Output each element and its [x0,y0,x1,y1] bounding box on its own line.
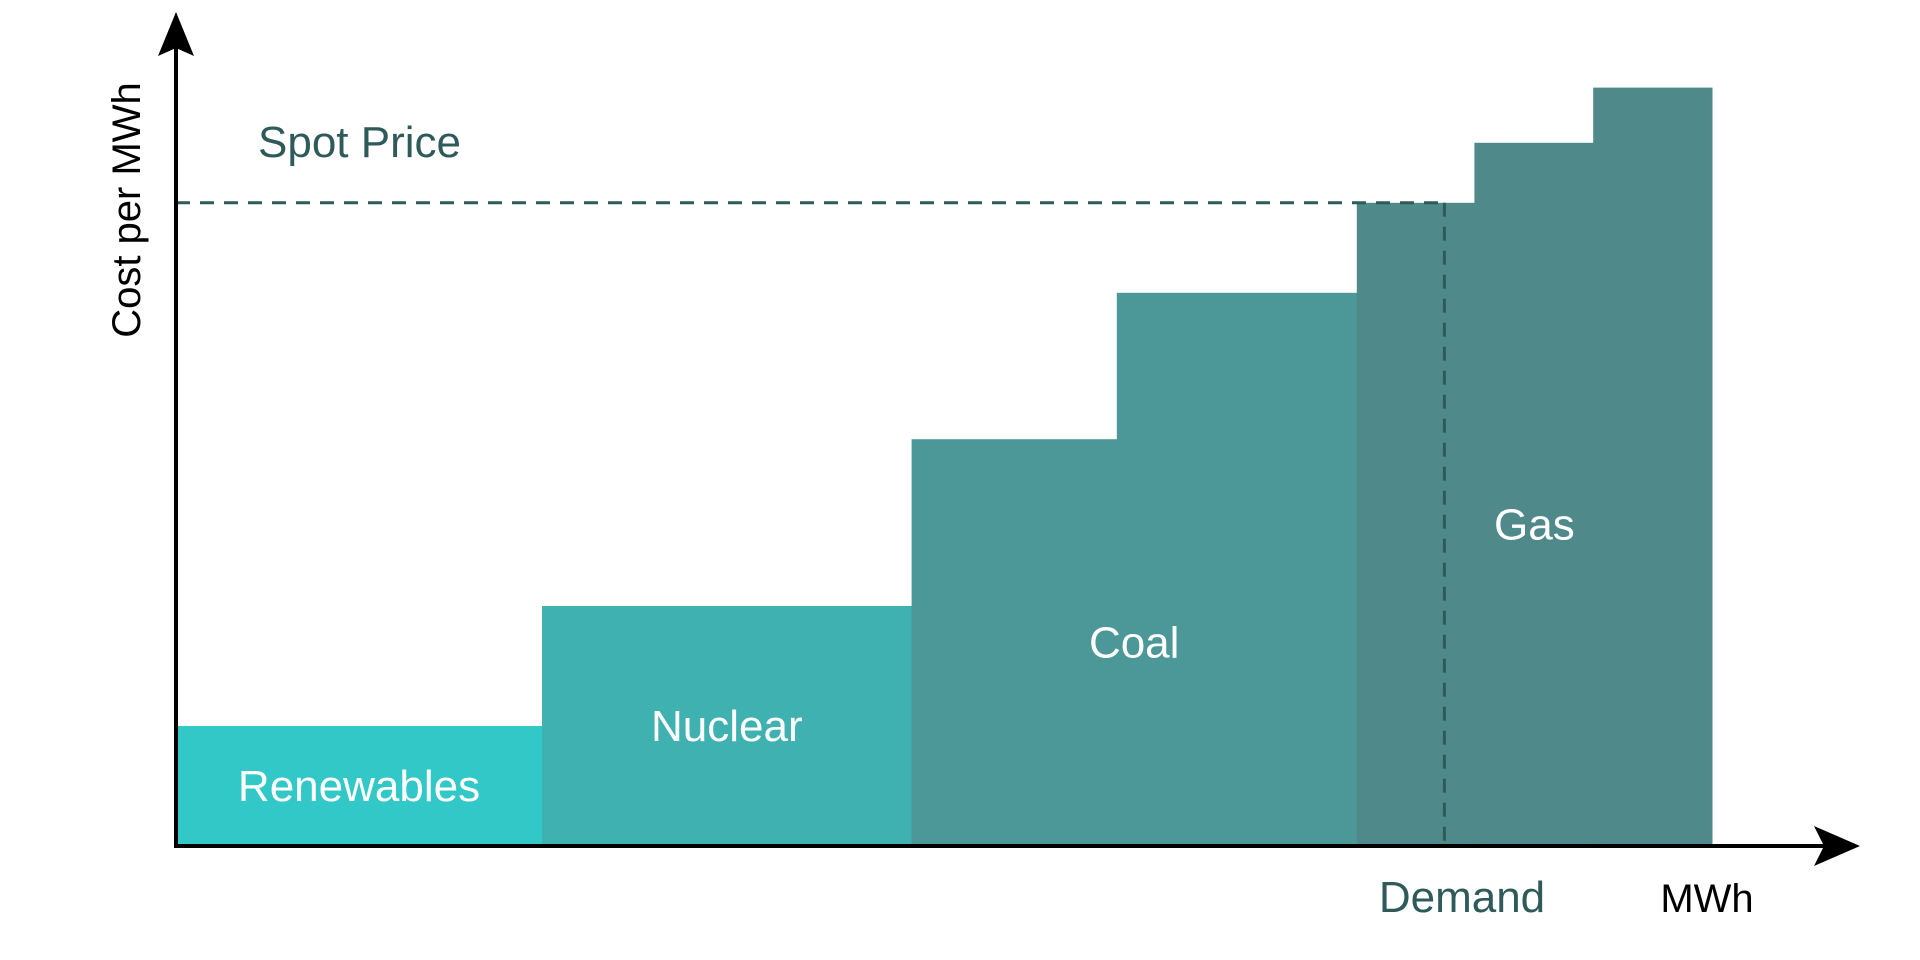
supply-blocks [176,87,1713,847]
x-axis-arrow [1814,826,1860,866]
gas-block-2 [1474,142,1594,847]
gas-label: Gas [1494,500,1575,549]
spot-price-label: Spot Price [258,118,461,167]
x-axis-title: MWh [1660,877,1753,921]
supply-block-labels: Renewables Nuclear Coal Gas [238,500,1575,811]
price-demand-markers [176,201,1446,846]
gas-block-1 [1356,202,1475,847]
coal-block-2 [1116,292,1358,846]
axes [158,12,1860,866]
gas-block-3 [1593,87,1713,847]
y-axis-arrow [158,12,194,56]
nuclear-block-1 [542,606,913,846]
coal-label: Coal [1089,619,1180,668]
renewables-label: Renewables [238,762,480,811]
coal-block-1 [911,439,1118,846]
demand-label: Demand [1379,873,1545,922]
renewables-block-1 [176,726,543,846]
y-axis-title: Cost per MWh [105,82,149,338]
nuclear-label: Nuclear [651,702,803,751]
